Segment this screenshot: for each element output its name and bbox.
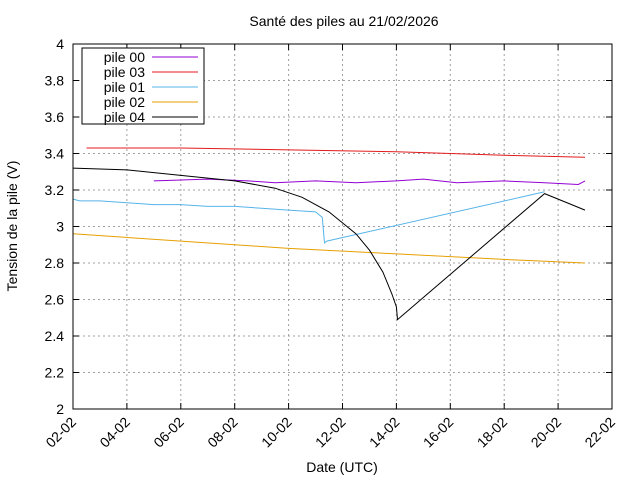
legend-label-pile-04: pile 04 — [104, 109, 145, 125]
x-tick-label: 18-02 — [474, 414, 511, 451]
y-tick-label: 2 — [56, 401, 64, 417]
x-tick-label: 14-02 — [366, 414, 403, 451]
y-tick-label: 4 — [56, 36, 64, 52]
legend-label-pile-00: pile 00 — [104, 49, 145, 65]
y-tick-label: 3.2 — [45, 182, 65, 198]
y-tick-label: 2.2 — [45, 365, 65, 381]
y-tick-label: 3.6 — [45, 109, 65, 125]
x-tick-label: 10-02 — [258, 414, 295, 451]
series-line-pile-01 — [72, 191, 545, 244]
x-tick-label: 12-02 — [312, 414, 349, 451]
legend-box — [81, 47, 205, 125]
x-tick-label: 02-02 — [42, 414, 79, 451]
series-line-pile-02 — [72, 233, 586, 264]
series-line-pile-00 — [153, 178, 586, 186]
chart-title: Santé des piles au 21/02/2026 — [249, 13, 438, 29]
x-tick-label: 06-02 — [150, 414, 187, 451]
legend-label-pile-03: pile 03 — [104, 64, 145, 80]
x-tick-label: 22-02 — [581, 414, 618, 451]
series-line-pile-04 — [72, 167, 586, 321]
legend-label-pile-02: pile 02 — [104, 94, 145, 110]
y-tick-label: 2.8 — [45, 255, 65, 271]
y-tick-label: 2.6 — [45, 292, 65, 308]
series-lines — [72, 147, 586, 321]
x-tick-label: 08-02 — [204, 414, 241, 451]
y-tick-label: 3.4 — [45, 146, 65, 162]
x-tick-label: 16-02 — [420, 414, 457, 451]
x-axis-label: Date (UTC) — [306, 459, 378, 475]
series-line-pile-03 — [86, 147, 586, 158]
x-tick-label: 20-02 — [528, 414, 565, 451]
y-tick-label: 3.8 — [45, 73, 65, 89]
x-tick-label: 04-02 — [96, 414, 133, 451]
legend-label-pile-01: pile 01 — [104, 79, 145, 95]
y-axis-label: Tension de la pile (V) — [4, 161, 20, 292]
y-axis-ticks: 2 2.2 2.4 2.6 2.8 3 3.2 3.4 3.6 3.8 4 — [45, 36, 612, 417]
y-tick-label: 2.4 — [45, 328, 65, 344]
y-tick-label: 3 — [56, 219, 64, 235]
